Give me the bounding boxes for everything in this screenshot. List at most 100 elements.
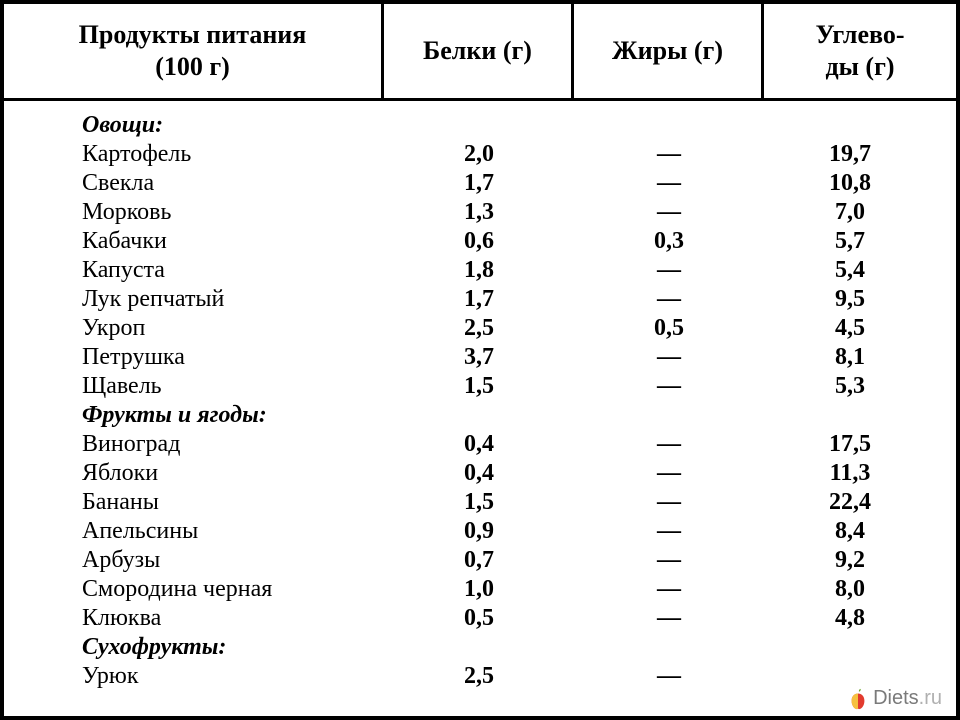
table-row: Апельсины0,9—8,4 [4,517,956,546]
cell-protein: 2,5 [384,315,574,342]
table-row: Яблоки0,4—11,3 [4,459,956,488]
cell-protein: 3,7 [384,344,574,371]
table-row: Петрушка3,7—8,1 [4,343,956,372]
col-header-protein: Белки (г) [384,4,574,98]
table-row: Арбузы0,7—9,2 [4,546,956,575]
nutrition-table: Продукты питания (100 г) Белки (г) Жиры … [0,0,960,720]
cell-protein: 1,8 [384,257,574,284]
section-header: Фрукты и ягоды: [4,401,956,430]
watermark-text-1: Diets [873,687,919,709]
cell-protein: 0,4 [384,431,574,458]
table-row: Капуста1,8—5,4 [4,256,956,285]
cell-name: Картофель [4,141,384,168]
cell-protein: 1,7 [384,170,574,197]
cell-name: Арбузы [4,547,384,574]
cell-protein: 2,0 [384,141,574,168]
cell-protein: 1,5 [384,489,574,516]
cell-fat: — [574,663,764,690]
cell-name: Урюк [4,663,384,690]
cell-protein: 1,5 [384,373,574,400]
cell-carbs: 19,7 [764,141,956,168]
cell-name: Кабачки [4,228,384,255]
cell-name: Морковь [4,199,384,226]
cell-fat: — [574,605,764,632]
cell-protein: 0,7 [384,547,574,574]
table-body: Овощи:Картофель2,0—19,7Свекла1,7—10,8Мор… [4,101,956,691]
cell-fat: — [574,518,764,545]
cell-fat: — [574,576,764,603]
col-header-carbs: Углево- ды (г) [764,4,956,98]
table-row: Свекла1,7—10,8 [4,169,956,198]
section-header: Овощи: [4,111,956,140]
cell-name: Капуста [4,257,384,284]
table-header-row: Продукты питания (100 г) Белки (г) Жиры … [4,4,956,101]
cell-fat: — [574,344,764,371]
cell-name: Петрушка [4,344,384,371]
cell-name: Свекла [4,170,384,197]
cell-name: Бананы [4,489,384,516]
cell-name: Щавель [4,373,384,400]
cell-protein: 1,0 [384,576,574,603]
cell-protein: 0,4 [384,460,574,487]
cell-fat: — [574,489,764,516]
cell-fat: — [574,286,764,313]
section-header: Сухофрукты: [4,633,956,662]
cell-carbs: 8,1 [764,344,956,371]
table-row: Клюква0,5—4,8 [4,604,956,633]
cell-carbs: 11,3 [764,460,956,487]
cell-protein: 0,9 [384,518,574,545]
table-row: Урюк2,5— [4,662,956,691]
table-row: Виноград0,4—17,5 [4,430,956,459]
cell-carbs: 7,0 [764,199,956,226]
section-title: Сухофрукты: [4,634,384,661]
table-row: Укроп2,50,54,5 [4,314,956,343]
cell-fat: — [574,460,764,487]
cell-carbs: 5,7 [764,228,956,255]
cell-fat: 0,5 [574,315,764,342]
cell-fat: — [574,547,764,574]
cell-carbs: 4,8 [764,605,956,632]
cell-carbs: 8,4 [764,518,956,545]
cell-carbs: 10,8 [764,170,956,197]
cell-carbs: 22,4 [764,489,956,516]
table-row: Щавель1,5—5,3 [4,372,956,401]
cell-name: Смородина черная [4,576,384,603]
cell-fat: — [574,141,764,168]
cell-carbs: 9,5 [764,286,956,313]
cell-fat: — [574,431,764,458]
cell-carbs: 4,5 [764,315,956,342]
cell-carbs: 5,4 [764,257,956,284]
cell-carbs: 17,5 [764,431,956,458]
cell-fat: — [574,199,764,226]
cell-name: Апельсины [4,518,384,545]
watermark: Diets.ru [847,687,942,710]
cell-name: Укроп [4,315,384,342]
table-row: Кабачки0,60,35,7 [4,227,956,256]
cell-fat: — [574,373,764,400]
cell-name: Яблоки [4,460,384,487]
watermark-text-2: .ru [919,687,942,709]
cell-carbs: 9,2 [764,547,956,574]
col-header-product: Продукты питания (100 г) [4,4,384,98]
cell-protein: 1,7 [384,286,574,313]
table-row: Морковь1,3—7,0 [4,198,956,227]
cell-protein: 1,3 [384,199,574,226]
cell-fat: 0,3 [574,228,764,255]
cell-name: Виноград [4,431,384,458]
section-title: Овощи: [4,112,384,139]
section-title: Фрукты и ягоды: [4,402,384,429]
cell-fat: — [574,257,764,284]
col-header-fat: Жиры (г) [574,4,764,98]
cell-protein: 0,6 [384,228,574,255]
cell-fat: — [574,170,764,197]
table-row: Лук репчатый1,7—9,5 [4,285,956,314]
cell-carbs: 5,3 [764,373,956,400]
cell-name: Клюква [4,605,384,632]
table-row: Картофель2,0—19,7 [4,140,956,169]
cell-carbs: 8,0 [764,576,956,603]
cell-protein: 0,5 [384,605,574,632]
table-row: Бананы1,5—22,4 [4,488,956,517]
apple-icon [847,688,869,710]
cell-name: Лук репчатый [4,286,384,313]
table-row: Смородина черная1,0—8,0 [4,575,956,604]
